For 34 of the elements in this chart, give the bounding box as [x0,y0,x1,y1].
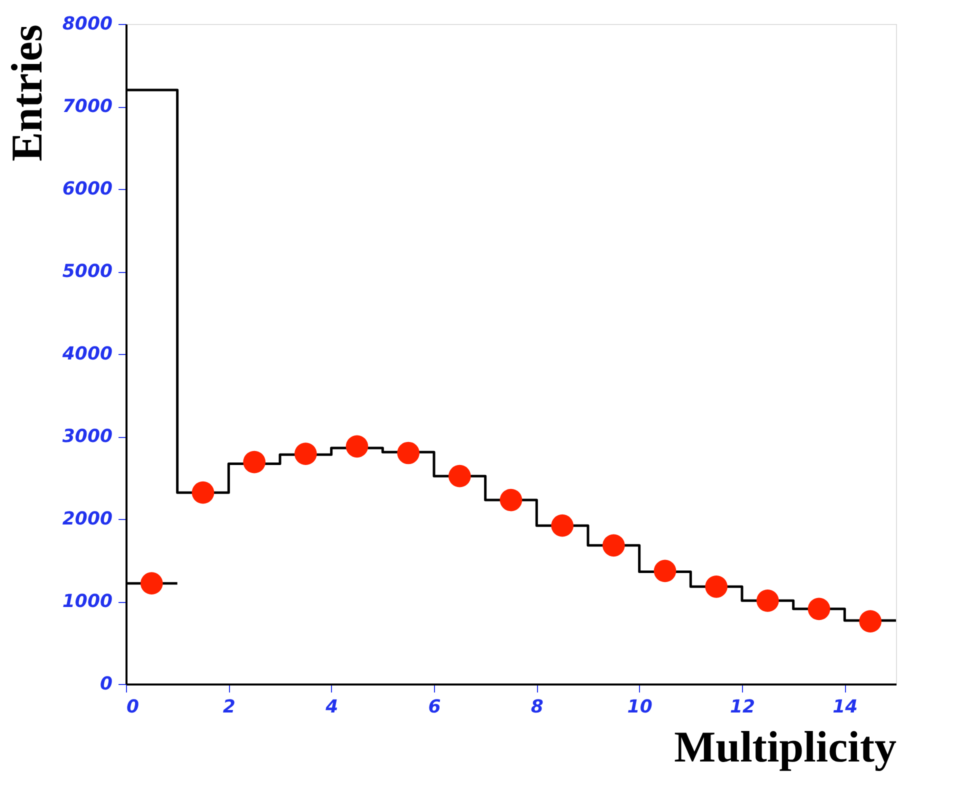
point [705,575,728,598]
x-tick-label: 14 [832,696,858,718]
point [192,481,214,504]
point [756,590,779,612]
y-tick-label: 0 [100,674,112,694]
y-tick-label: 5000 [62,261,112,282]
x-tick-label: 4 [324,696,338,718]
y-tick-label: 2000 [62,508,112,530]
x-tick-label: 2 [222,696,236,718]
x-axis-title: Multiplicity [674,722,896,772]
point [859,610,882,632]
x-tick-label: 10 [627,696,652,718]
x-tick-label: 0 [126,696,140,718]
point [346,435,368,458]
y-tick-label: 6000 [62,178,112,200]
y-axis-title: Entries [2,24,52,162]
point [602,534,625,557]
x-tick-label: 12 [730,696,756,718]
y-tick-label: 3000 [62,426,112,447]
point [397,442,420,464]
y-tick-label: 1000 [62,591,112,612]
x-tick-label: 6 [428,696,441,718]
y-tick-label: 8000 [62,14,112,34]
point [448,464,471,488]
point [294,442,317,465]
y-tick-label: 7000 [62,96,112,117]
point [243,450,266,474]
point [500,488,522,512]
y-tick-label: 4000 [61,344,112,364]
point [808,598,830,620]
point [551,514,574,537]
x-tick-label: 8 [530,696,544,718]
point [654,560,676,582]
point [140,572,163,595]
